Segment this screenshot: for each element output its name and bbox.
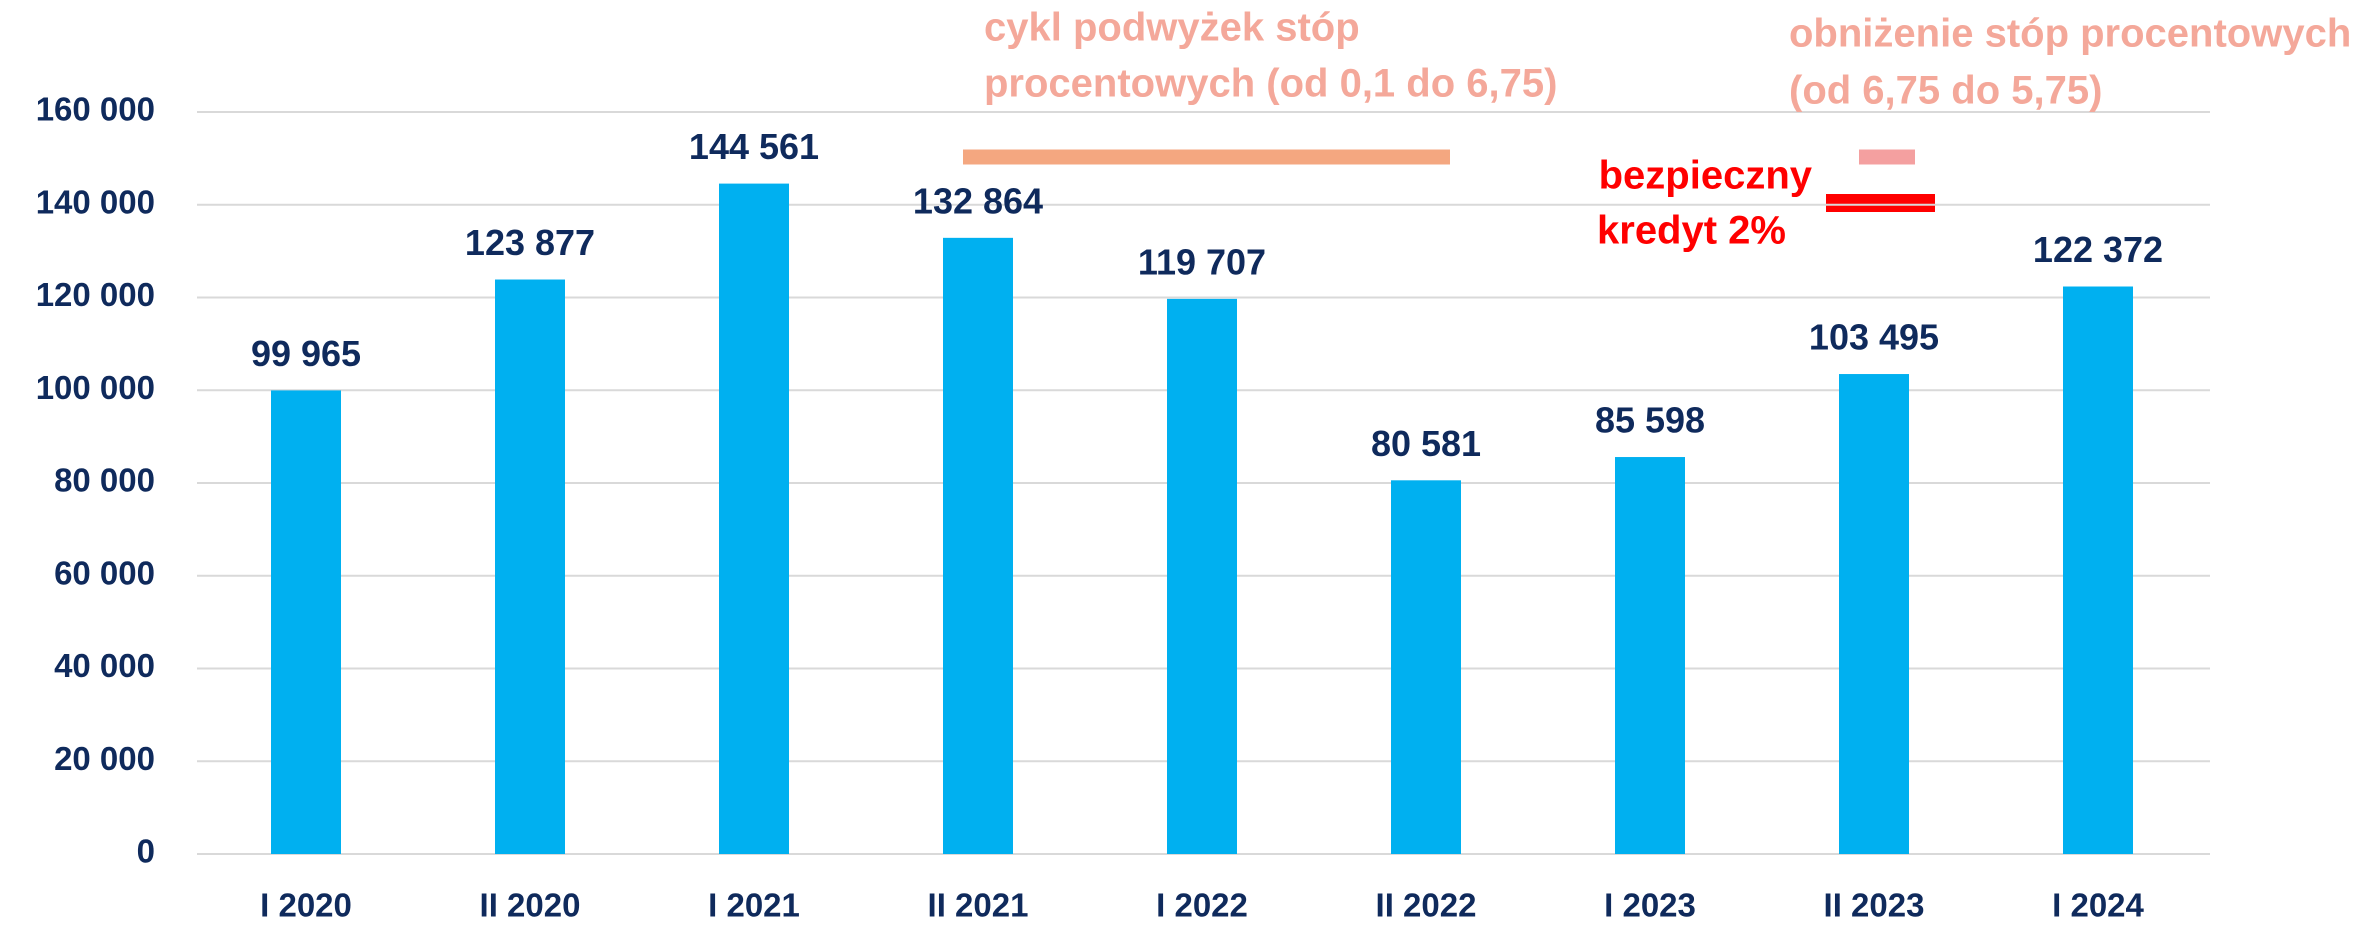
x-tick-label: II 2020 <box>480 887 581 924</box>
y-tick-label: 0 <box>137 833 155 870</box>
y-tick-label: 160 000 <box>36 91 155 128</box>
value-label: 80 581 <box>1371 423 1481 464</box>
annotation: obniżenie stóp procentowych <box>1789 12 2351 56</box>
value-label: 103 495 <box>1809 317 1939 358</box>
annotation: (od 6,75 do 5,75) <box>1789 69 2102 113</box>
y-tick-label: 40 000 <box>54 647 155 684</box>
x-tick-label: I 2021 <box>708 887 800 924</box>
annotation: cykl podwyżek stóp <box>984 6 1360 50</box>
value-label: 119 707 <box>1138 241 1266 282</box>
y-tick-label: 120 000 <box>36 276 155 313</box>
annotation: bezpieczny <box>1599 154 1813 198</box>
value-label: 123 877 <box>465 222 595 263</box>
x-tick-label: I 2020 <box>260 887 352 924</box>
x-tick-label: I 2022 <box>1156 887 1248 924</box>
bar <box>495 279 565 855</box>
value-label: 144 561 <box>689 126 819 167</box>
y-tick-label: 140 000 <box>36 183 155 220</box>
y-tick-label: 60 000 <box>54 554 155 591</box>
bar <box>1615 457 1685 854</box>
bar <box>1167 298 1237 855</box>
value-label: 85 598 <box>1595 400 1705 441</box>
x-tick-label: I 2024 <box>2052 887 2144 924</box>
value-label: 132 864 <box>913 180 1043 221</box>
bar <box>1839 374 1909 854</box>
annotation: procentowych (od 0,1 do 6,75) <box>984 62 1557 106</box>
x-tick-label: II 2021 <box>928 887 1029 924</box>
bar <box>2063 286 2133 854</box>
x-tick-label: II 2023 <box>1824 887 1925 924</box>
bar <box>719 183 789 854</box>
x-tick-label: I 2023 <box>1604 887 1696 924</box>
y-tick-label: 80 000 <box>54 462 155 499</box>
value-label: 99 965 <box>251 333 361 374</box>
x-tick-label: II 2022 <box>1376 887 1477 924</box>
value-label: 122 372 <box>2033 229 2163 270</box>
bar <box>943 237 1013 854</box>
bar <box>1391 480 1461 854</box>
y-tick-label: 100 000 <box>36 369 155 406</box>
annotation: kredyt 2% <box>1597 209 1786 253</box>
bar <box>271 390 341 854</box>
y-tick-label: 20 000 <box>54 740 155 777</box>
